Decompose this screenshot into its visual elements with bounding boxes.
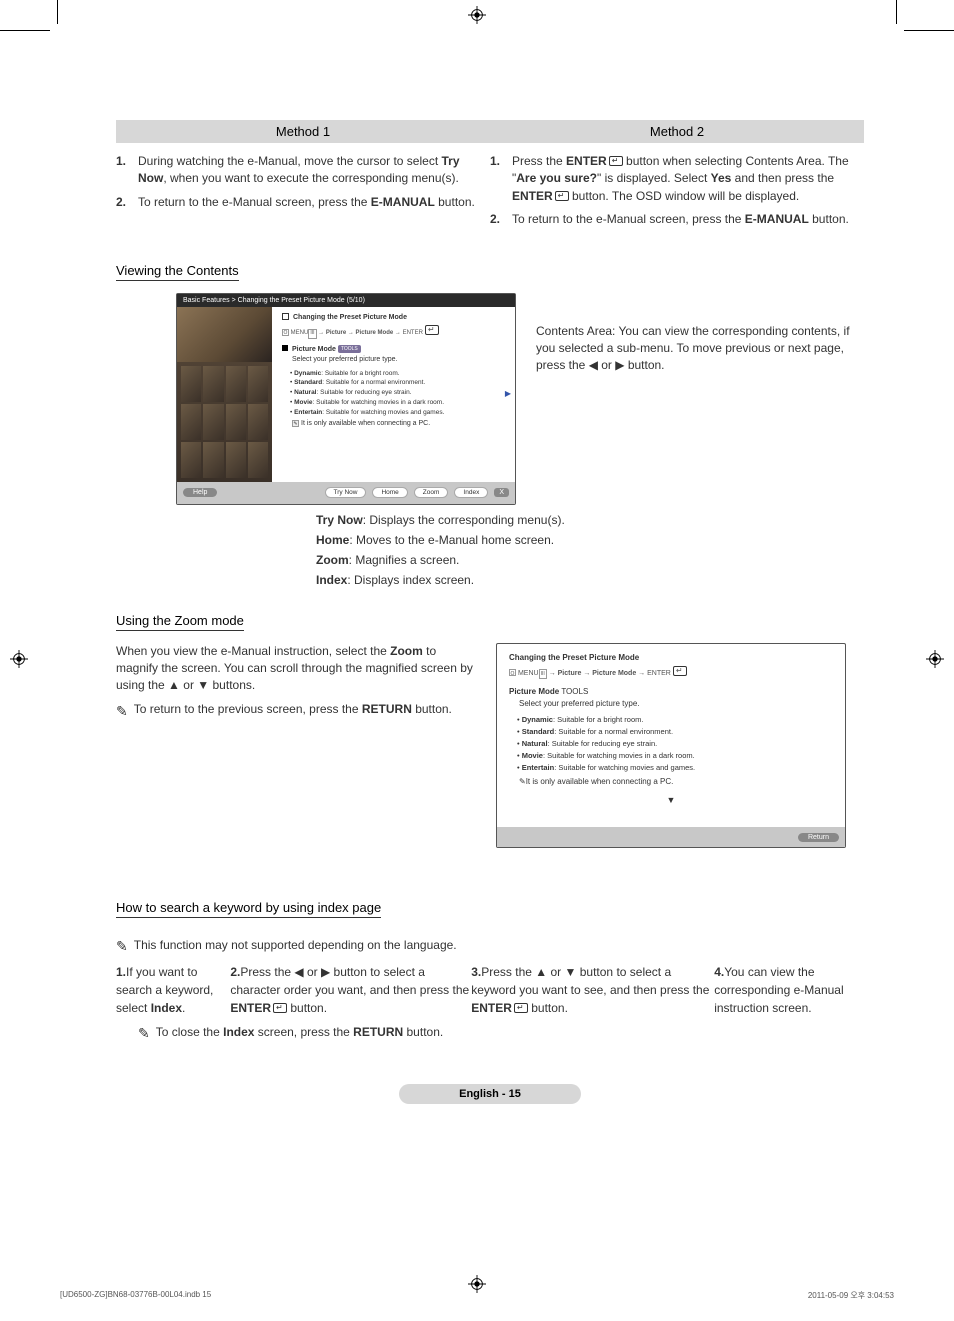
note-icon: ✎: [519, 777, 526, 786]
methods-table: Method 1 1.During watching the e-Manual,…: [116, 120, 864, 241]
print-file: [UD6500-ZG]BN68-03776B-00L04.indb 15: [60, 1290, 211, 1301]
section-zoom-title: Using the Zoom mode: [116, 613, 244, 631]
checkbox-icon: [282, 313, 289, 320]
index-button[interactable]: Index: [454, 487, 488, 498]
method1-header: Method 1: [116, 120, 490, 143]
tools-badge: TOOLS: [338, 345, 361, 353]
ss-button-bar: Help Try Now Home Zoom Index X: [177, 482, 515, 504]
help-button[interactable]: Help: [183, 488, 217, 497]
ss-breadcrumb: Basic Features > Changing the Preset Pic…: [177, 294, 515, 307]
emanual-screenshot: Basic Features > Changing the Preset Pic…: [176, 293, 516, 505]
page-footer: English - 15: [116, 1084, 864, 1104]
section-viewing-title: Viewing the Contents: [116, 263, 239, 281]
page-number-pill: English - 15: [399, 1084, 581, 1104]
method2-list: 1.Press the ENTER button when selecting …: [490, 153, 858, 229]
tools-badge: TOOLS: [561, 687, 588, 696]
zoom-description: When you view the e-Manual instruction, …: [116, 643, 476, 721]
zoom-screenshot: Changing the Preset Picture Mode O MENUI…: [496, 643, 846, 849]
close-button[interactable]: X: [494, 488, 509, 497]
method2-header: Method 2: [490, 120, 864, 143]
square-icon: [282, 345, 288, 351]
method1-list: 1.During watching the e-Manual, move the…: [116, 153, 484, 211]
viewing-row: Basic Features > Changing the Preset Pic…: [116, 293, 864, 505]
note-icon: ✎: [292, 420, 299, 427]
arrow-right-icon: ▶: [505, 388, 511, 400]
button-captions: Try Now: Displays the corresponding menu…: [316, 511, 616, 589]
return-button[interactable]: Return: [798, 833, 839, 842]
print-date: 2011-05-09 오후 3:04:53: [808, 1290, 894, 1301]
ss-content-panel: Changing the Preset Picture Mode O MENUI…: [272, 307, 515, 482]
note-icon: ✎: [116, 701, 128, 721]
home-button[interactable]: Home: [372, 487, 407, 498]
note-icon: ✎: [138, 1023, 150, 1044]
index-instructions: ✎This function may not supported dependi…: [116, 936, 864, 1044]
ss-thumbnail-panel: [177, 307, 272, 482]
print-footer: [UD6500-ZG]BN68-03776B-00L04.indb 15 201…: [60, 1290, 894, 1301]
note-icon: ✎: [116, 936, 128, 957]
viewing-description: Contents Area: You can view the correspo…: [536, 293, 864, 375]
section-index-title: How to search a keyword by using index p…: [116, 900, 381, 918]
trynow-button[interactable]: Try Now: [325, 487, 367, 498]
arrow-down-icon: ▼: [509, 793, 833, 807]
manual-page: Method 1 1.During watching the e-Manual,…: [0, 0, 954, 1321]
zoom-button[interactable]: Zoom: [414, 487, 449, 498]
